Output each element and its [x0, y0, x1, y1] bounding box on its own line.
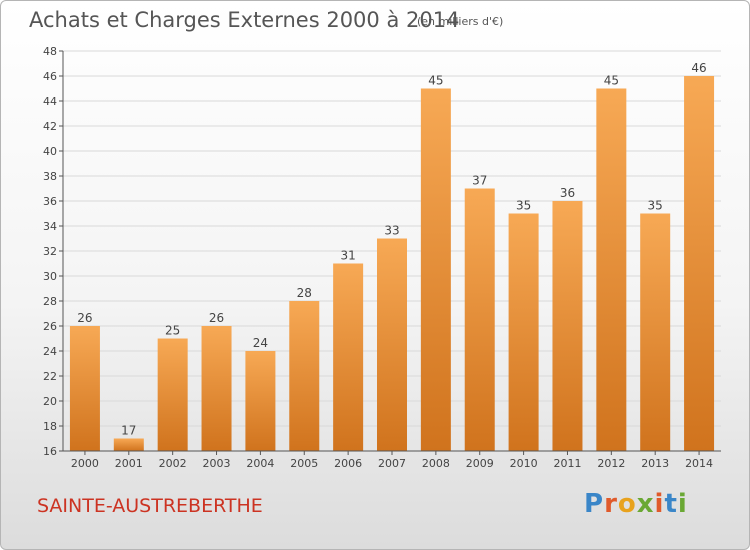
- bar: [420, 88, 451, 451]
- x-tick-label: 2004: [246, 457, 274, 470]
- bar: [201, 326, 232, 451]
- data-label: 24: [253, 336, 268, 350]
- x-tick-label: 2003: [203, 457, 231, 470]
- y-tick-label: 30: [43, 270, 57, 283]
- y-tick-label: 34: [43, 220, 57, 233]
- y-tick-label: 28: [43, 295, 57, 308]
- data-label: 45: [428, 74, 443, 88]
- bar: [289, 301, 320, 451]
- x-tick-label: 2008: [422, 457, 450, 470]
- data-label: 25: [165, 324, 180, 338]
- logo-letter: i: [677, 489, 688, 519]
- x-tick-label: 2006: [334, 457, 362, 470]
- y-tick-label: 32: [43, 245, 57, 258]
- x-tick-label: 2011: [553, 457, 581, 470]
- x-tick-label: 2010: [510, 457, 538, 470]
- y-tick-label: 18: [43, 420, 57, 433]
- x-tick-label: 2012: [597, 457, 625, 470]
- data-label: 35: [516, 199, 531, 213]
- data-label: 35: [648, 199, 663, 213]
- data-label: 31: [340, 249, 355, 263]
- data-label: 28: [297, 286, 312, 300]
- y-tick-label: 42: [43, 120, 57, 133]
- bar: [684, 76, 715, 451]
- y-tick-label: 26: [43, 320, 57, 333]
- data-label: 17: [121, 424, 136, 438]
- y-tick-label: 20: [43, 395, 57, 408]
- logo-letter: t: [664, 489, 678, 519]
- x-tick-label: 2009: [466, 457, 494, 470]
- bar: [508, 213, 539, 451]
- y-tick-label: 22: [43, 370, 57, 383]
- logo-letter: i: [654, 489, 665, 519]
- bar: [157, 338, 188, 451]
- bar: [333, 263, 364, 451]
- x-tick-label: 2013: [641, 457, 669, 470]
- y-tick-label: 36: [43, 195, 57, 208]
- y-tick-label: 48: [43, 45, 57, 58]
- chart-title: Achats et Charges Externes 2000 à 2014: [29, 8, 460, 32]
- logo-letter: r: [604, 489, 618, 519]
- y-tick-label: 38: [43, 170, 57, 183]
- data-label: 26: [209, 311, 224, 325]
- chart-subtitle: (en milliers d'€): [417, 15, 504, 28]
- y-tick-label: 16: [43, 445, 57, 458]
- bar: [464, 188, 495, 451]
- x-tick-label: 2000: [71, 457, 99, 470]
- x-tick-label: 2005: [290, 457, 318, 470]
- bar: [69, 326, 100, 451]
- bar: [640, 213, 671, 451]
- location-name: SAINTE-AUSTREBERTHE: [37, 495, 263, 517]
- x-tick-label: 2014: [685, 457, 713, 470]
- logo-letter: P: [584, 489, 605, 519]
- bar: [245, 351, 276, 451]
- x-tick-label: 2007: [378, 457, 406, 470]
- data-label: 33: [384, 224, 399, 238]
- proxiti-logo: Proxiti: [584, 489, 688, 519]
- bar: [552, 201, 583, 451]
- x-tick-label: 2001: [115, 457, 143, 470]
- data-label: 37: [472, 174, 487, 188]
- bar: [377, 238, 407, 451]
- logo-letter: x: [636, 489, 655, 519]
- y-tick-label: 44: [43, 95, 57, 108]
- x-tick-label: 2002: [159, 457, 187, 470]
- data-label: 46: [691, 61, 706, 75]
- y-tick-label: 46: [43, 70, 57, 83]
- y-tick-label: 40: [43, 145, 57, 158]
- y-tick-label: 24: [43, 345, 57, 358]
- data-label: 26: [77, 311, 92, 325]
- bar: [596, 88, 627, 451]
- data-label: 36: [560, 186, 575, 200]
- logo-letter: o: [617, 489, 637, 519]
- bar: [113, 438, 144, 451]
- data-label: 45: [604, 74, 619, 88]
